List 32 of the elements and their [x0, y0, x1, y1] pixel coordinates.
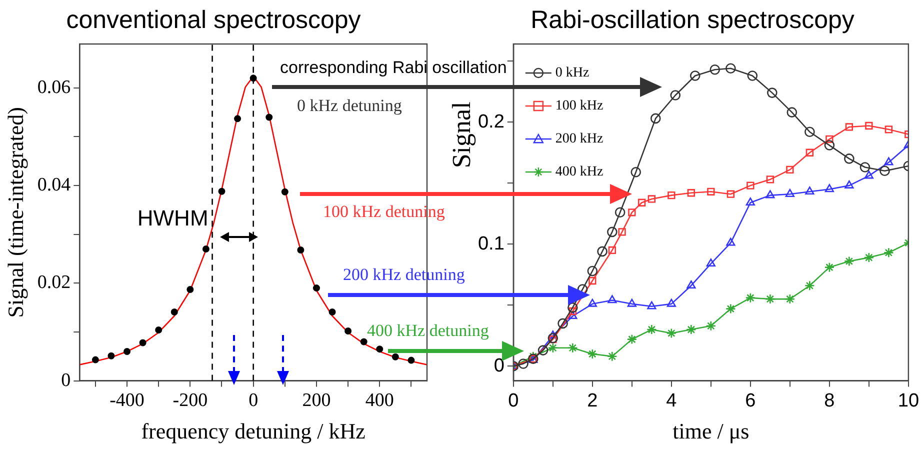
- annotation: corresponding Rabi oscillation: [280, 58, 507, 78]
- y-tick-label: 0: [61, 370, 71, 391]
- x-tick-label: 0: [248, 390, 258, 412]
- x-tick-label: 6: [745, 390, 756, 412]
- chart-title: conventional spectroscopy: [66, 6, 362, 34]
- legend-label: 200 kHz: [555, 132, 604, 147]
- y-axis-title: Signal (time-integrated): [2, 107, 28, 318]
- y-tick-label: 0.1: [478, 233, 504, 254]
- x-tick-label: -200: [172, 390, 208, 412]
- legend-label: 400 kHz: [555, 164, 604, 180]
- legend-label: 100 kHz: [555, 98, 604, 114]
- x-tick-label: 400: [365, 390, 394, 412]
- x-tick-label: 8: [824, 390, 835, 412]
- y-tick-label: 0.06: [37, 76, 71, 98]
- y-tick-label: 0.04: [37, 174, 72, 196]
- annotation: HWHM: [137, 205, 208, 230]
- x-tick-label: 200: [302, 390, 331, 412]
- x-tick-label: 0: [508, 390, 519, 412]
- x-tick-label: 4: [666, 390, 678, 412]
- x-tick-label: 2: [587, 390, 598, 412]
- y-tick-label: 0.2: [478, 111, 504, 132]
- y-axis-title: Signal: [447, 102, 476, 168]
- x-axis-title: time / μs: [672, 418, 750, 444]
- y-tick-label: 0: [494, 355, 504, 376]
- legend-label: 0 kHz: [555, 66, 590, 81]
- annotation: 0 kHz detuning: [297, 96, 402, 116]
- x-tick-label: -400: [110, 390, 144, 412]
- x-tick-label: 10: [898, 390, 920, 412]
- y-tick-label: 0.02: [37, 272, 71, 294]
- annotation: 400 kHz detuning: [367, 321, 489, 341]
- chart-title: Rabi-oscillation spectroscopy: [530, 6, 855, 34]
- x-axis-title: frequency detuning / kHz: [141, 418, 366, 444]
